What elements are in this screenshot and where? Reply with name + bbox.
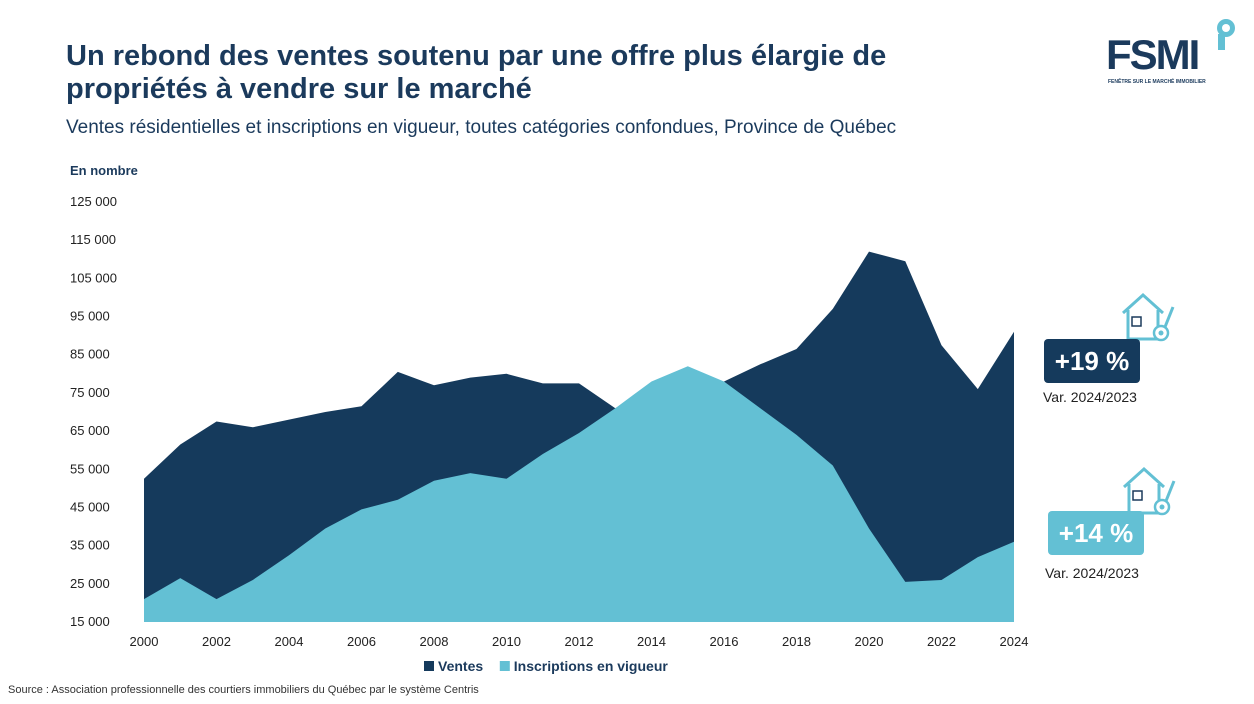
x-tick-label: 2016 (710, 634, 739, 649)
logo-wordmark: FSMI (1106, 31, 1200, 78)
y-tick-label: 95 000 (70, 309, 110, 324)
y-tick-label: 25 000 (70, 576, 110, 591)
inscriptions-variation-caption: Var. 2024/2023 (1045, 565, 1139, 581)
source-note: Source : Association professionnelle des… (8, 684, 479, 696)
chart-legend: Ventes Inscriptions en vigueur (424, 658, 668, 674)
x-tick-label: 2020 (855, 634, 884, 649)
y-tick-label: 35 000 (70, 538, 110, 553)
y-tick-label: 125 000 (70, 194, 117, 209)
y-tick-label: 55 000 (70, 461, 110, 476)
x-tick-label: 2018 (782, 634, 811, 649)
inscriptions-area (144, 366, 1014, 622)
chart-title: Un rebond des ventes soutenu par une off… (66, 40, 887, 105)
y-axis-ticks: 125 000 115 000 105 000 95 000 85 000 75 000 6… (70, 194, 117, 629)
inscriptions-variation-badge: +14 % (1048, 511, 1144, 555)
legend-label: Ventes (438, 658, 483, 674)
chart-subtitle: Ventes résidentielles et inscriptions en… (66, 117, 897, 138)
x-tick-label: 2022 (927, 634, 956, 649)
x-tick-label: 2000 (130, 634, 159, 649)
x-tick-label: 2006 (347, 634, 376, 649)
y-tick-label: 45 000 (70, 499, 110, 514)
y-tick-label: 105 000 (70, 270, 117, 285)
y-tick-label: 65 000 (70, 423, 110, 438)
x-tick-label: 2024 (1000, 634, 1029, 649)
y-tick-label: 115 000 (70, 232, 116, 247)
legend-swatch (499, 661, 510, 671)
legend-label: Inscriptions en vigueur (514, 658, 669, 674)
y-unit-label: En nombre (70, 163, 138, 178)
x-tick-label: 2012 (565, 634, 594, 649)
house-key-icon (1117, 287, 1179, 354)
x-tick-label: 2014 (637, 634, 666, 649)
y-tick-label: 75 000 (70, 385, 110, 400)
fsmi-logo: FSMI FENÊTRE SUR LE MARCHÉ IMMOBILIER (1104, 16, 1244, 96)
chart-areas (144, 251, 1014, 622)
logo-key-icon (1217, 19, 1235, 50)
house-key-icon (1118, 461, 1180, 528)
x-tick-label: 2002 (202, 634, 231, 649)
legend-swatch (424, 661, 434, 671)
x-tick-label: 2004 (275, 634, 304, 649)
y-tick-label: 85 000 (70, 347, 110, 362)
ventes-variation-caption: Var. 2024/2023 (1043, 389, 1137, 405)
x-tick-label: 2010 (492, 634, 521, 649)
y-tick-label: 15 000 (70, 614, 110, 629)
x-tick-label: 2008 (420, 634, 449, 649)
ventes-variation-badge: +19 % (1044, 339, 1140, 383)
x-axis-ticks: 2000 2002 2004 2006 2008 2010 2012 2014 2016 2018… (130, 634, 1029, 649)
logo-tagline: FENÊTRE SUR LE MARCHÉ IMMOBILIER (1108, 79, 1206, 85)
